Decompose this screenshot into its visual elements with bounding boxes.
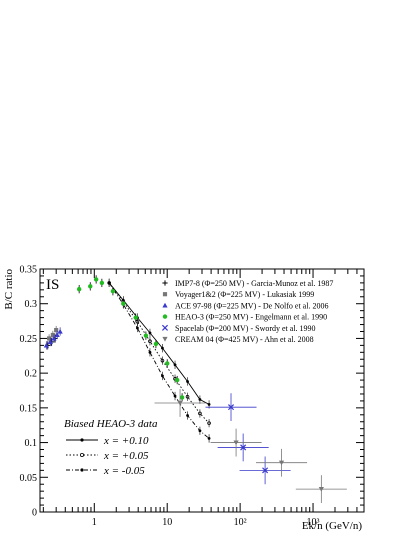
data-point (179, 395, 185, 400)
legend-label: Voyager1&2 (Φ=225 MV) - Lukasiak 1999 (175, 290, 314, 299)
legend-marker (162, 280, 168, 286)
legend-marker (161, 324, 169, 331)
y-tick-label: 0.1 (25, 438, 38, 449)
y-tick-label: 0.25 (20, 334, 38, 345)
data-point (143, 333, 149, 338)
legend-label: Spacelab (Φ=200 MV) - Swordy et al. 1990 (175, 324, 316, 333)
inset-legend-label: x = +0.05 (103, 450, 149, 462)
data-points (43, 275, 347, 503)
legend-marker (162, 314, 168, 319)
inset-legend-marker (80, 452, 85, 457)
data-point (99, 280, 105, 286)
y-tick-label: 0.15 (20, 403, 38, 414)
data-point (153, 341, 159, 347)
y-tick-label: 0.05 (20, 473, 38, 484)
legend-marker (162, 336, 168, 342)
data-point (165, 361, 170, 366)
data-point (57, 328, 63, 334)
x-axis-ticks: 1 10 10² 10³ (42, 269, 365, 528)
y-tick-label: 0 (32, 508, 37, 519)
legend-marker (162, 302, 168, 308)
y-tick-label: 0.35 (20, 265, 38, 276)
data-point (47, 336, 52, 341)
x-tick-label: 10² (234, 517, 247, 528)
inset-legend-marker (80, 438, 84, 442)
x-axis-label: Ek/n (GeV/n) (302, 520, 363, 532)
legend-label: ACE 97-98 (Φ=225 MV) - De Nolfo et al. 2… (175, 301, 328, 310)
legend-label: IMP7-8 (Φ=250 MV) - Garcia-Munoz et al. … (175, 279, 333, 288)
data-point (227, 404, 235, 411)
inset-legend-title: Biased HEAO-3 data (64, 418, 158, 430)
inset-legend: Biased HEAO-3 data x = +0.10 x = +0.05 x =… (64, 418, 158, 477)
data-point (177, 400, 183, 406)
model-curves (107, 278, 211, 443)
data-point (43, 342, 49, 348)
y-axis-label: B/C ratio (3, 269, 15, 310)
x-tick-label: 1 (92, 517, 97, 528)
data-point (240, 444, 247, 451)
data-point (93, 277, 99, 282)
y-tick-label: 0.2 (25, 369, 38, 380)
data-point (318, 487, 324, 492)
y-tick-label: 0.3 (25, 299, 38, 310)
legend-marker (162, 292, 168, 297)
inset-legend-label: x = +0.10 (103, 435, 149, 447)
model-curve-line (108, 282, 210, 424)
data-point (110, 289, 116, 294)
y-axis-ticks: 0 0.05 0.1 0.15 0.2 0.25 0.3 0.35 (20, 265, 364, 519)
data-point (47, 339, 54, 344)
data-point (54, 328, 59, 333)
data-point (50, 332, 55, 338)
data-point (54, 332, 60, 338)
data-point (262, 467, 269, 474)
legend: IMP7-8 (Φ=250 MV) - Garcia-Munoz et al. … (161, 279, 333, 344)
inset-legend-marker (80, 468, 84, 472)
legend-label: HEAO-3 (Φ=250 MV) - Engelmann et al. 199… (175, 313, 327, 322)
data-point (278, 460, 285, 466)
inset-legend-label: x = -0.05 (103, 465, 145, 477)
x-tick-label: 10³ (307, 517, 320, 528)
data-point (51, 335, 57, 341)
data-point (233, 440, 239, 446)
legend-label: CREAM 04 (Φ=425 MV) - Ahn et al. 2008 (175, 335, 314, 344)
data-point (88, 284, 93, 289)
panel-label: IS (46, 277, 59, 293)
data-point (76, 286, 82, 292)
data-point (121, 301, 126, 306)
data-point (174, 377, 180, 383)
x-tick-label: 10 (162, 517, 172, 528)
data-point (133, 315, 138, 320)
